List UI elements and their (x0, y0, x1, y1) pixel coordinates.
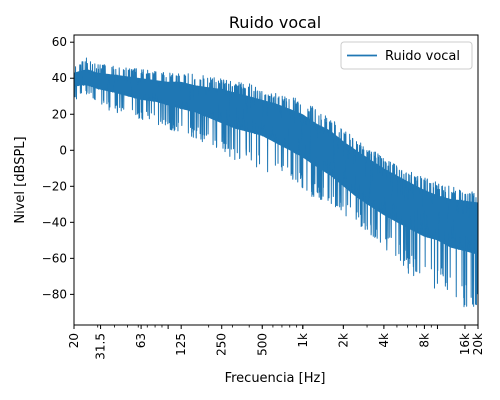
x-tick-label: 1k (296, 333, 310, 348)
y-tick-label: −20 (42, 179, 67, 193)
x-tick-label: 2k (336, 333, 350, 348)
chart-title: Ruido vocal (229, 13, 321, 32)
y-tick-label: −40 (42, 215, 67, 229)
x-tick-label: 63 (134, 333, 148, 348)
x-tick-label: 125 (174, 333, 188, 356)
x-axis-label: Frecuencia [Hz] (225, 371, 326, 386)
x-tick-label: 4k (377, 333, 391, 348)
y-tick-label: 20 (52, 107, 67, 121)
x-tick-label: 20k (471, 333, 485, 355)
y-tick-label: −80 (42, 287, 67, 301)
x-tick-label: 31.5 (94, 333, 108, 360)
legend: Ruido vocal (340, 41, 473, 70)
y-tick-label: 40 (52, 71, 67, 85)
y-tick-label: 60 (52, 35, 67, 49)
y-axis-label: Nivel [dBSPL] (13, 136, 28, 223)
legend-box (340, 41, 473, 70)
x-tick-label: 8k (417, 333, 431, 348)
legend-label: Ruido vocal (385, 49, 460, 64)
plot-area: −80 −60 −40 −20 0 20 40 60 20 31.5 63 125 250 500 1k 2k… (42, 34, 485, 360)
x-tick-label: 500 (255, 333, 269, 356)
axes-frame (73, 34, 479, 326)
y-tick-label: 0 (59, 143, 67, 157)
series-trace (74, 57, 478, 308)
x-tick-label: 16k (458, 333, 472, 355)
x-tick-label: 20 (67, 333, 81, 348)
x-tick-label: 250 (215, 333, 229, 356)
series-ruido-vocal (74, 57, 478, 308)
y-tick-label: −60 (42, 251, 67, 265)
